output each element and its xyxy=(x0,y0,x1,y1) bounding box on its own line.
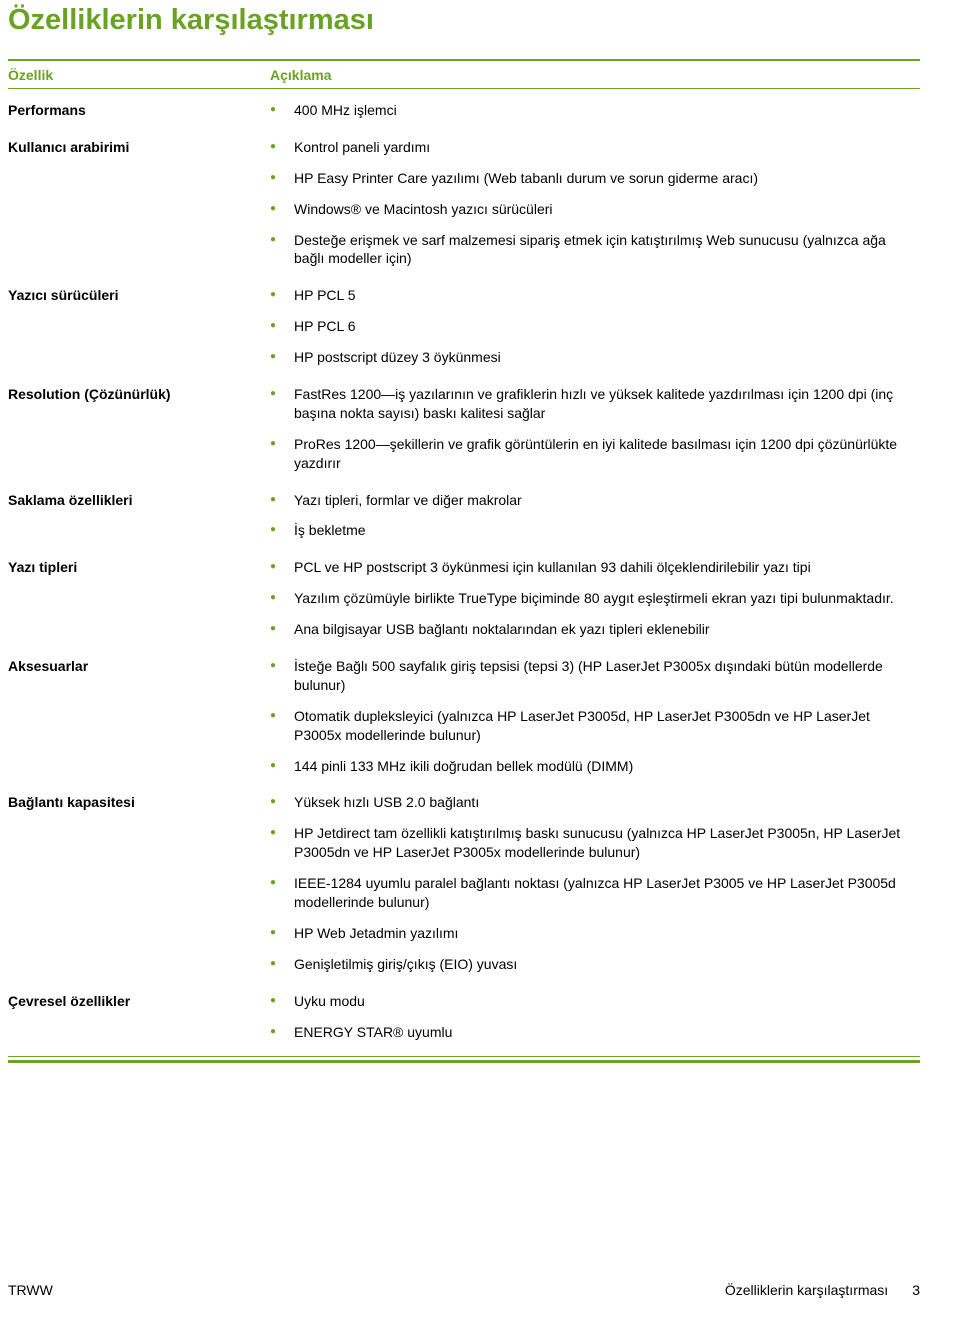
bullet-icon: ● xyxy=(270,1023,294,1041)
feature-label: Bağlantı kapasitesi xyxy=(8,793,270,812)
bullet-icon: ● xyxy=(270,138,294,156)
bullet-icon: ● xyxy=(270,491,294,509)
bullet-icon: ● xyxy=(270,874,294,892)
feature-text: Windows® ve Macintosh yazıcı sürücüleri xyxy=(294,200,920,219)
table-row: ●Genişletilmiş giriş/çıkış (EIO) yuvası xyxy=(8,949,920,980)
bullet-icon: ● xyxy=(270,992,294,1010)
feature-text: 400 MHz işlemci xyxy=(294,101,920,120)
table-row: ●Windows® ve Macintosh yazıcı sürücüleri xyxy=(8,194,920,225)
table-row: ●HP PCL 6 xyxy=(8,311,920,342)
feature-text: İş bekletme xyxy=(294,521,920,540)
table-row: ●Ana bilgisayar USB bağlantı noktalarınd… xyxy=(8,614,920,645)
table-row: Performans●400 MHz işlemci xyxy=(8,89,920,126)
feature-text: Ana bilgisayar USB bağlantı noktalarında… xyxy=(294,620,920,639)
bullet-icon: ● xyxy=(270,707,294,725)
feature-text: ENERGY STAR® uyumlu xyxy=(294,1023,920,1042)
feature-text: Genişletilmiş giriş/çıkış (EIO) yuvası xyxy=(294,955,920,974)
feature-text: HP PCL 5 xyxy=(294,286,920,305)
feature-label: Yazıcı sürücüleri xyxy=(8,286,270,305)
feature-text: FastRes 1200—iş yazılarının ve grafikler… xyxy=(294,385,920,423)
table-row: ●ProRes 1200—şekillerin ve grafik görünt… xyxy=(8,429,920,479)
bullet-icon: ● xyxy=(270,558,294,576)
table-row: ●HP Web Jetadmin yazılımı xyxy=(8,918,920,949)
table-row: ●Otomatik dupleksleyici (yalnızca HP Las… xyxy=(8,701,920,751)
rule-thick xyxy=(8,1060,920,1063)
feature-text: HP postscript düzey 3 öykünmesi xyxy=(294,348,920,367)
bullet-icon: ● xyxy=(270,521,294,539)
bullet-icon: ● xyxy=(270,955,294,973)
table-row: Saklama özellikleri●Yazı tipleri, formla… xyxy=(8,479,920,516)
table-row: Yazı tipleri●PCL ve HP postscript 3 öykü… xyxy=(8,546,920,583)
table-row: Çevresel özellikler●Uyku modu xyxy=(8,980,920,1017)
feature-text: ProRes 1200—şekillerin ve grafik görüntü… xyxy=(294,435,920,473)
table-row: Aksesuarlar●İsteğe Bağlı 500 sayfalık gi… xyxy=(8,645,920,701)
bullet-icon: ● xyxy=(270,435,294,453)
feature-text: Yüksek hızlı USB 2.0 bağlantı xyxy=(294,793,920,812)
feature-text: Yazılım çözümüyle birlikte TrueType biçi… xyxy=(294,589,920,608)
feature-text: IEEE-1284 uyumlu paralel bağlantı noktas… xyxy=(294,874,920,912)
rule-thin xyxy=(8,1056,920,1057)
table-row: Bağlantı kapasitesi●Yüksek hızlı USB 2.0… xyxy=(8,781,920,818)
bullet-icon: ● xyxy=(270,317,294,335)
footer-section-title: Özelliklerin karşılaştırması xyxy=(725,1282,888,1298)
feature-text: Kontrol paneli yardımı xyxy=(294,138,920,157)
bullet-icon: ● xyxy=(270,348,294,366)
bullet-icon: ● xyxy=(270,286,294,304)
feature-text: Desteğe erişmek ve sarf malzemesi sipari… xyxy=(294,231,920,269)
feature-text: Uyku modu xyxy=(294,992,920,1011)
feature-label: Aksesuarlar xyxy=(8,657,270,676)
table-row: ●Desteğe erişmek ve sarf malzemesi sipar… xyxy=(8,225,920,275)
feature-label: Yazı tipleri xyxy=(8,558,270,577)
feature-label: Çevresel özellikler xyxy=(8,992,270,1011)
feature-text: HP PCL 6 xyxy=(294,317,920,336)
table-row: Yazıcı sürücüleri●HP PCL 5 xyxy=(8,274,920,311)
table-row: ●Yazılım çözümüyle birlikte TrueType biç… xyxy=(8,583,920,614)
feature-text: İsteğe Bağlı 500 sayfalık giriş tepsisi … xyxy=(294,657,920,695)
bullet-icon: ● xyxy=(270,200,294,218)
page-footer: TRWW Özelliklerin karşılaştırması 3 xyxy=(8,1282,920,1298)
feature-label: Resolution (Çözünürlük) xyxy=(8,385,270,404)
feature-text: HP Jetdirect tam özellikli katıştırılmış… xyxy=(294,824,920,862)
table-row: ●144 pinli 133 MHz ikili doğrudan bellek… xyxy=(8,751,920,782)
footer-left: TRWW xyxy=(8,1282,53,1298)
header-description: Açıklama xyxy=(270,67,920,83)
table-header-row: Özellik Açıklama xyxy=(8,59,920,89)
table-body: Performans●400 MHz işlemciKullanıcı arab… xyxy=(8,89,920,1048)
feature-text: PCL ve HP postscript 3 öykünmesi için ku… xyxy=(294,558,920,577)
bullet-icon: ● xyxy=(270,824,294,842)
table-row: ●IEEE-1284 uyumlu paralel bağlantı nokta… xyxy=(8,868,920,918)
bullet-icon: ● xyxy=(270,169,294,187)
feature-label: Performans xyxy=(8,101,270,120)
bullet-icon: ● xyxy=(270,657,294,675)
feature-text: HP Web Jetadmin yazılımı xyxy=(294,924,920,943)
bullet-icon: ● xyxy=(270,231,294,249)
table-row: Resolution (Çözünürlük)●FastRes 1200—iş … xyxy=(8,373,920,429)
table-row: Kullanıcı arabirimi●Kontrol paneli yardı… xyxy=(8,126,920,163)
page-title: Özelliklerin karşılaştırması xyxy=(8,4,920,37)
footer-right: Özelliklerin karşılaştırması 3 xyxy=(701,1282,920,1298)
table-row: ●İş bekletme xyxy=(8,515,920,546)
table-row: ●HP Easy Printer Care yazılımı (Web taba… xyxy=(8,163,920,194)
bullet-icon: ● xyxy=(270,620,294,638)
bullet-icon: ● xyxy=(270,385,294,403)
header-feature: Özellik xyxy=(8,67,270,83)
feature-label: Saklama özellikleri xyxy=(8,491,270,510)
footer-page-number: 3 xyxy=(912,1282,920,1298)
bullet-icon: ● xyxy=(270,101,294,119)
bullet-icon: ● xyxy=(270,757,294,775)
feature-text: Yazı tipleri, formlar ve diğer makrolar xyxy=(294,491,920,510)
table-row: ●HP postscript düzey 3 öykünmesi xyxy=(8,342,920,373)
bullet-icon: ● xyxy=(270,793,294,811)
table-row: ●HP Jetdirect tam özellikli katıştırılmı… xyxy=(8,818,920,868)
feature-label: Kullanıcı arabirimi xyxy=(8,138,270,157)
table-row: ●ENERGY STAR® uyumlu xyxy=(8,1017,920,1048)
bullet-icon: ● xyxy=(270,924,294,942)
feature-text: Otomatik dupleksleyici (yalnızca HP Lase… xyxy=(294,707,920,745)
feature-text: HP Easy Printer Care yazılımı (Web taban… xyxy=(294,169,920,188)
feature-text: 144 pinli 133 MHz ikili doğrudan bellek … xyxy=(294,757,920,776)
bullet-icon: ● xyxy=(270,589,294,607)
